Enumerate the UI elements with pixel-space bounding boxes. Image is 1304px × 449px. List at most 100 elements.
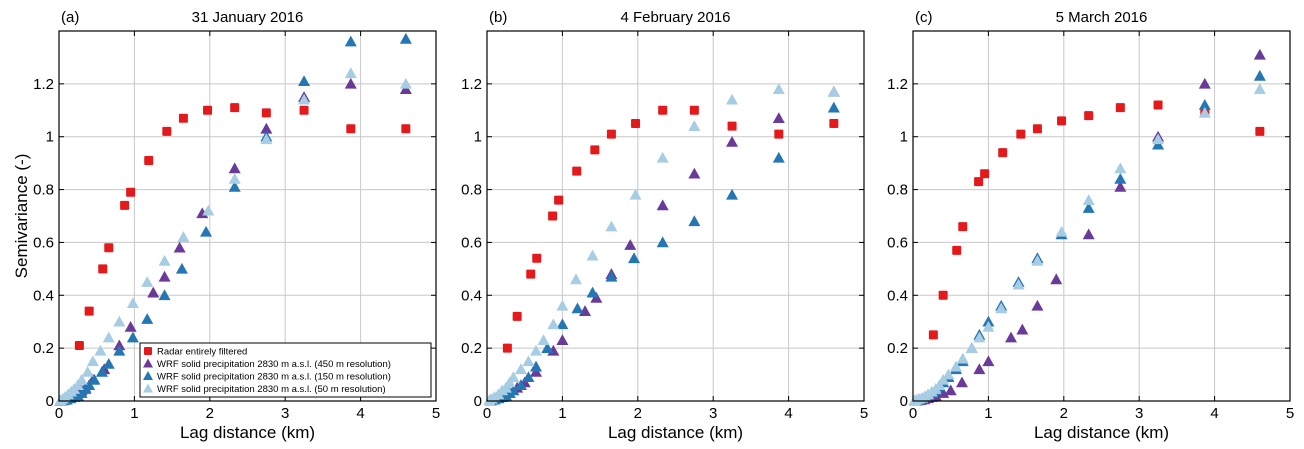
marker-triangle — [726, 188, 739, 200]
marker-square — [162, 126, 172, 136]
marker-triangle — [1114, 180, 1127, 192]
x-axis-label: Lag distance (km) — [608, 423, 743, 442]
marker-triangle — [726, 136, 739, 147]
marker-triangle — [228, 173, 241, 184]
marker-triangle — [628, 252, 641, 264]
marker-triangle — [344, 67, 357, 79]
plot-frame — [912, 30, 1291, 402]
marker-triangle — [1005, 331, 1018, 343]
marker-square — [554, 195, 564, 205]
y-tick-label: 0.8 — [33, 182, 54, 199]
marker-square — [658, 105, 668, 115]
marker-triangle — [158, 254, 171, 266]
marker-triangle — [1152, 133, 1165, 145]
marker-triangle — [537, 334, 550, 346]
marker-triangle — [94, 344, 107, 356]
marker-triangle — [556, 334, 569, 346]
y-tick-label: 1.2 — [461, 76, 482, 93]
marker-triangle — [102, 358, 115, 369]
marker-triangle — [629, 188, 642, 200]
marker-square — [144, 156, 154, 165]
legend-label: Radar entirely filtered — [157, 347, 247, 358]
legend-marker-triangle — [143, 383, 153, 393]
marker-triangle — [688, 120, 701, 131]
marker-square — [928, 330, 938, 340]
gridlines — [913, 31, 1290, 401]
marker-triangle — [344, 35, 357, 47]
marker-square — [980, 169, 990, 179]
marker-square — [998, 148, 1008, 158]
marker-triangle — [86, 355, 99, 367]
gridlines — [487, 31, 864, 401]
marker-triangle — [113, 315, 126, 327]
marker-triangle — [175, 262, 188, 274]
legend-marker-triangle — [143, 358, 153, 368]
y-tick-label: 0.4 — [887, 287, 908, 304]
marker-square — [230, 103, 240, 113]
marker-triangle — [982, 355, 995, 367]
marker-square — [1255, 126, 1265, 136]
marker-triangle — [944, 384, 957, 396]
marker-triangle — [1114, 162, 1127, 174]
panel-title: 4 February 2016 — [620, 9, 730, 26]
marker-triangle — [102, 331, 115, 343]
marker-triangle — [942, 368, 955, 380]
marker-square — [938, 290, 948, 300]
marker-square — [774, 129, 784, 139]
y-tick-label: 1 — [900, 129, 908, 146]
x-tick-label: 2 — [1060, 405, 1068, 422]
legend-box — [139, 342, 432, 398]
legend-marker-triangle — [143, 371, 153, 380]
x-tick-label: 1 — [558, 405, 566, 422]
marker-triangle — [200, 225, 213, 237]
x-tick-label: 0 — [55, 405, 63, 422]
marker-triangle — [202, 204, 215, 216]
marker-square — [74, 341, 84, 350]
marker-triangle — [1082, 202, 1095, 213]
series-radar — [928, 100, 1265, 340]
marker-square — [84, 306, 94, 316]
marker-triangle — [586, 249, 599, 261]
marker-triangle — [75, 373, 88, 385]
x-tick-label: 4 — [356, 405, 364, 422]
legend-item: Radar entirely filtered — [144, 347, 247, 358]
y-tick-label: 1.2 — [887, 76, 908, 93]
marker-triangle — [95, 365, 108, 377]
x-tick-label: 3 — [709, 405, 717, 422]
marker-triangle — [158, 270, 171, 282]
y-tick-label: 0 — [46, 393, 54, 410]
marker-triangle — [656, 236, 669, 248]
y-tick-label: 0.2 — [461, 340, 482, 357]
x-tick-label: 5 — [860, 405, 868, 422]
marker-triangle — [1082, 194, 1095, 205]
panel-label: (c) — [915, 9, 933, 26]
y-tick-label: 1 — [474, 129, 482, 146]
marker-triangle — [522, 371, 535, 383]
marker-triangle — [126, 297, 139, 309]
legend-marker-square — [144, 347, 152, 355]
marker-triangle — [126, 331, 139, 343]
marker-triangle — [514, 363, 527, 375]
series-radar — [74, 103, 411, 350]
marker-triangle — [158, 289, 171, 301]
marker-triangle — [982, 321, 995, 332]
marker-square — [572, 166, 582, 176]
y-tick-label: 0.8 — [887, 182, 908, 199]
marker-square — [1084, 111, 1094, 121]
marker-triangle — [1050, 273, 1063, 285]
marker-triangle — [586, 286, 599, 298]
marker-square — [689, 105, 699, 115]
x-tick-label: 2 — [206, 405, 214, 422]
legend-item: WRF solid precipitation 2830 m a.s.l. (5… — [143, 383, 386, 395]
marker-triangle — [399, 77, 412, 89]
marker-triangle — [956, 376, 969, 388]
marker-square — [1016, 129, 1026, 139]
marker-triangle — [547, 318, 560, 330]
marker-triangle — [514, 379, 527, 390]
y-tick-label: 1 — [46, 129, 54, 146]
marker-triangle — [260, 133, 273, 145]
marker-triangle — [772, 151, 785, 163]
marker-triangle — [1055, 225, 1068, 237]
marker-square — [526, 269, 536, 279]
